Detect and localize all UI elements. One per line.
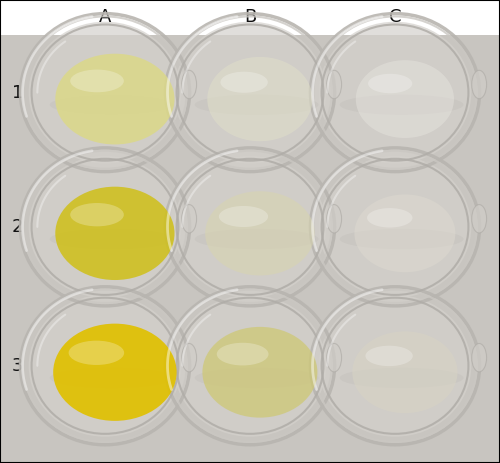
- Ellipse shape: [70, 203, 124, 226]
- Ellipse shape: [318, 156, 472, 298]
- Ellipse shape: [326, 205, 342, 233]
- Ellipse shape: [366, 346, 413, 366]
- Ellipse shape: [318, 295, 472, 437]
- Text: B: B: [244, 8, 256, 26]
- Ellipse shape: [472, 205, 486, 233]
- Ellipse shape: [174, 295, 326, 437]
- Ellipse shape: [472, 70, 486, 99]
- Bar: [0, 0, 500, 35]
- Text: A: A: [99, 8, 111, 26]
- Ellipse shape: [174, 22, 326, 163]
- Ellipse shape: [28, 295, 182, 437]
- Text: C: C: [389, 8, 401, 26]
- Ellipse shape: [354, 194, 456, 272]
- Ellipse shape: [182, 205, 196, 233]
- Ellipse shape: [194, 229, 318, 249]
- Ellipse shape: [326, 344, 342, 372]
- Ellipse shape: [356, 60, 454, 138]
- Ellipse shape: [50, 94, 174, 115]
- Ellipse shape: [56, 54, 174, 144]
- Ellipse shape: [326, 70, 342, 99]
- Ellipse shape: [340, 229, 464, 249]
- Text: 2: 2: [12, 218, 23, 236]
- Ellipse shape: [202, 327, 318, 418]
- Text: 1: 1: [12, 84, 23, 101]
- Ellipse shape: [368, 74, 412, 93]
- Ellipse shape: [194, 368, 318, 388]
- Ellipse shape: [28, 22, 182, 163]
- Ellipse shape: [205, 191, 314, 275]
- Ellipse shape: [472, 344, 486, 372]
- Ellipse shape: [352, 332, 458, 413]
- Ellipse shape: [217, 343, 268, 365]
- Ellipse shape: [28, 156, 182, 298]
- Ellipse shape: [318, 22, 472, 163]
- Ellipse shape: [56, 187, 174, 280]
- Ellipse shape: [182, 344, 196, 372]
- Ellipse shape: [219, 206, 268, 227]
- Ellipse shape: [68, 341, 124, 365]
- Ellipse shape: [220, 72, 268, 93]
- Ellipse shape: [50, 229, 174, 249]
- Ellipse shape: [50, 368, 174, 388]
- Text: 3: 3: [12, 357, 23, 375]
- Ellipse shape: [70, 69, 124, 92]
- Ellipse shape: [340, 94, 464, 115]
- Ellipse shape: [208, 57, 312, 141]
- Ellipse shape: [194, 94, 318, 115]
- Ellipse shape: [174, 156, 326, 298]
- Ellipse shape: [340, 368, 464, 388]
- Ellipse shape: [182, 70, 196, 99]
- Ellipse shape: [367, 208, 412, 227]
- Ellipse shape: [53, 324, 176, 421]
